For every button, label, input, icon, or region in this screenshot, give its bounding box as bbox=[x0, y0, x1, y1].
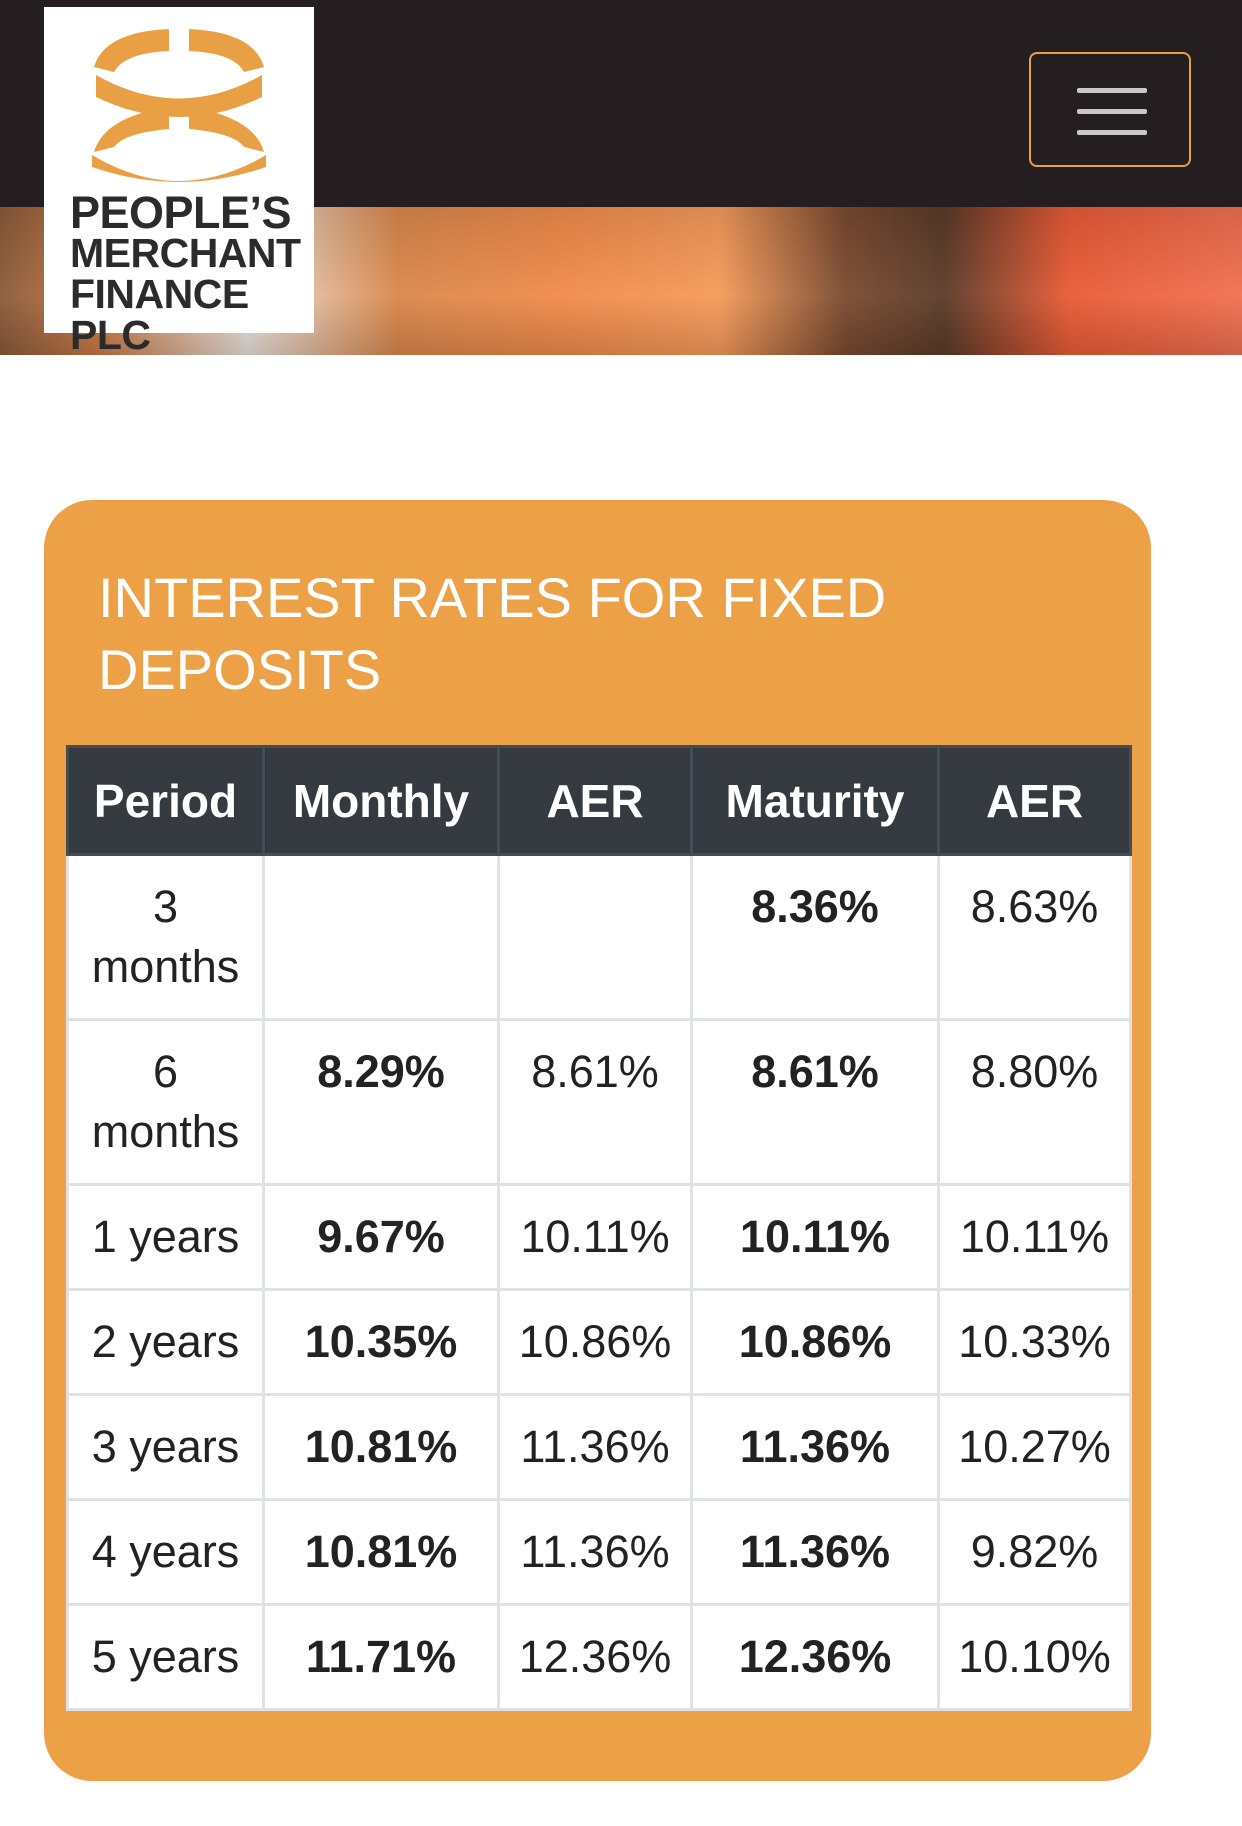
column-header: AER bbox=[937, 745, 1132, 856]
rate-cell: 11.71% bbox=[262, 1603, 500, 1711]
rate-cell: 10.27% bbox=[937, 1393, 1132, 1501]
table-row: 6 months 8.29% 8.61% 8.61% 8.80% bbox=[66, 1018, 1132, 1186]
rate-cell: 11.36% bbox=[497, 1498, 693, 1606]
column-header: Maturity bbox=[690, 745, 940, 856]
table-row: 2 years 10.35% 10.86% 10.86% 10.33% bbox=[66, 1288, 1132, 1396]
rate-cell: 8.63% bbox=[937, 853, 1132, 1021]
rates-table: Period Monthly AER Maturity AER 3 months 8.36… bbox=[66, 745, 1132, 1711]
rate-cell: 9.67% bbox=[262, 1183, 500, 1291]
column-header: Monthly bbox=[262, 745, 500, 856]
table-row: 5 years 11.71% 12.36% 12.36% 10.10% bbox=[66, 1603, 1132, 1711]
menu-bar bbox=[1077, 109, 1147, 114]
period-cell: 5 years bbox=[66, 1603, 265, 1711]
period-cell: 2 years bbox=[66, 1288, 265, 1396]
rate-cell: 11.36% bbox=[497, 1393, 693, 1501]
period-cell: 3 years bbox=[66, 1393, 265, 1501]
table-row: 3 years 10.81% 11.36% 11.36% 10.27% bbox=[66, 1393, 1132, 1501]
logo[interactable]: PEOPLE’S MERCHANT FINANCE PLC bbox=[44, 7, 314, 356]
rate-cell: 8.80% bbox=[937, 1018, 1132, 1186]
rate-cell: 11.36% bbox=[690, 1498, 940, 1606]
table-row: 3 months 8.36% 8.63% bbox=[66, 853, 1132, 1021]
rate-cell: 10.11% bbox=[497, 1183, 693, 1291]
header-row: Period Monthly AER Maturity AER bbox=[66, 745, 1132, 856]
rate-cell: 8.61% bbox=[497, 1018, 693, 1186]
period-cell: 6 months bbox=[66, 1018, 265, 1186]
logo-text: PEOPLE’S MERCHANT FINANCE PLC bbox=[70, 187, 314, 358]
rate-cell: 10.11% bbox=[937, 1183, 1132, 1291]
logo-mark bbox=[92, 29, 266, 182]
rate-cell: 12.36% bbox=[690, 1603, 940, 1711]
column-header: Period bbox=[66, 745, 265, 856]
rate-cell: 9.82% bbox=[937, 1498, 1132, 1606]
rate-cell: 10.35% bbox=[262, 1288, 500, 1396]
column-header: AER bbox=[497, 745, 693, 856]
rates-card: INTEREST RATES FOR FIXED DEPOSITS Period… bbox=[44, 500, 1151, 1781]
rate-cell: 10.33% bbox=[937, 1288, 1132, 1396]
menu-button[interactable] bbox=[1029, 52, 1191, 167]
rate-cell: 10.81% bbox=[262, 1393, 500, 1501]
logo-line: FINANCE PLC bbox=[70, 271, 249, 358]
logo-line: PEOPLE’S bbox=[70, 187, 292, 238]
menu-bar bbox=[1077, 130, 1147, 135]
rate-cell: 10.86% bbox=[497, 1288, 693, 1396]
rate-cell: 8.29% bbox=[262, 1018, 500, 1186]
rate-cell bbox=[497, 853, 693, 1021]
table-row: 1 years 9.67% 10.11% 10.11% 10.11% bbox=[66, 1183, 1132, 1291]
rate-cell: 12.36% bbox=[497, 1603, 693, 1711]
card-title: INTEREST RATES FOR FIXED DEPOSITS bbox=[98, 566, 887, 701]
rate-cell: 11.36% bbox=[690, 1393, 940, 1501]
period-cell: 4 years bbox=[66, 1498, 265, 1606]
period-cell: 1 years bbox=[66, 1183, 265, 1291]
rate-cell: 10.81% bbox=[262, 1498, 500, 1606]
table-row: 4 years 10.81% 11.36% 11.36% 9.82% bbox=[66, 1498, 1132, 1606]
logo-line: MERCHANT bbox=[70, 230, 301, 276]
rate-cell: 8.36% bbox=[690, 853, 940, 1021]
table-body: 3 months 8.36% 8.63% 6 months 8.29% 8.61% 8.61… bbox=[66, 853, 1132, 1711]
rate-cell: 10.11% bbox=[690, 1183, 940, 1291]
rate-cell: 10.10% bbox=[937, 1603, 1132, 1711]
rate-cell: 8.61% bbox=[690, 1018, 940, 1186]
menu-bar bbox=[1077, 88, 1147, 93]
rate-cell: 10.86% bbox=[690, 1288, 940, 1396]
rate-cell bbox=[262, 853, 500, 1021]
period-cell: 3 months bbox=[66, 853, 265, 1021]
